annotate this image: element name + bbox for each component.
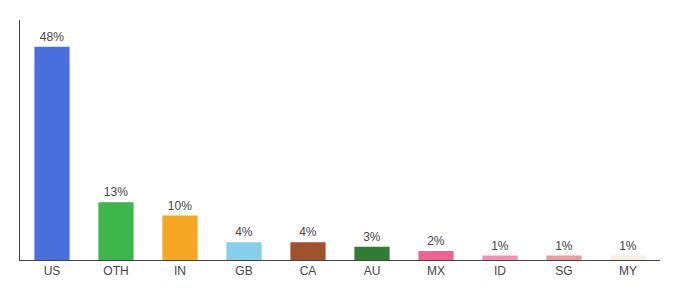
svg-text:MY: MY bbox=[619, 264, 637, 278]
svg-text:OTH: OTH bbox=[103, 264, 128, 278]
svg-text:1%: 1% bbox=[619, 239, 637, 253]
svg-text:1%: 1% bbox=[555, 239, 573, 253]
svg-text:4%: 4% bbox=[235, 225, 253, 239]
svg-text:10%: 10% bbox=[168, 199, 192, 213]
svg-text:US: US bbox=[44, 264, 61, 278]
svg-text:3%: 3% bbox=[363, 230, 381, 244]
svg-text:4%: 4% bbox=[299, 225, 317, 239]
svg-text:48%: 48% bbox=[40, 30, 64, 44]
svg-text:SG: SG bbox=[555, 264, 572, 278]
svg-text:13%: 13% bbox=[104, 185, 128, 199]
svg-text:AU: AU bbox=[364, 264, 381, 278]
svg-text:2%: 2% bbox=[427, 234, 445, 248]
svg-text:1%: 1% bbox=[491, 239, 509, 253]
svg-text:GB: GB bbox=[235, 264, 252, 278]
svg-text:CA: CA bbox=[300, 264, 317, 278]
svg-text:IN: IN bbox=[174, 264, 186, 278]
svg-text:ID: ID bbox=[494, 264, 506, 278]
svg-text:MX: MX bbox=[427, 264, 445, 278]
